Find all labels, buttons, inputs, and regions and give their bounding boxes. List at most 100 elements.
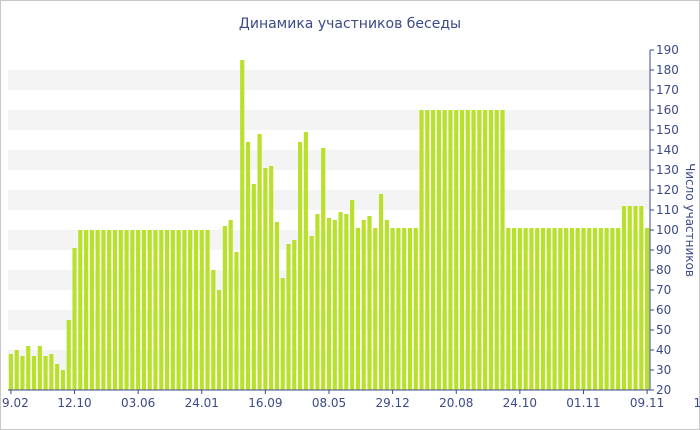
bar[interactable] [361, 220, 366, 390]
bar[interactable] [477, 110, 482, 390]
bar[interactable] [442, 110, 447, 390]
bar[interactable] [286, 244, 291, 390]
bar[interactable] [523, 228, 528, 390]
bar[interactable] [604, 228, 609, 390]
bar[interactable] [639, 206, 644, 390]
bar[interactable] [164, 230, 170, 390]
bar[interactable] [136, 230, 141, 390]
bar[interactable] [517, 228, 522, 390]
bar[interactable] [205, 230, 210, 390]
bar[interactable] [367, 216, 372, 390]
bar[interactable] [101, 230, 106, 390]
bar[interactable] [546, 228, 551, 390]
bar[interactable] [529, 228, 534, 390]
bar[interactable] [569, 228, 574, 390]
bar[interactable] [338, 212, 343, 390]
bar[interactable] [55, 364, 60, 390]
bar[interactable] [564, 228, 569, 390]
bar[interactable] [222, 226, 227, 390]
bar[interactable] [500, 110, 505, 390]
bar[interactable] [581, 228, 586, 390]
bar[interactable] [182, 230, 187, 390]
bar[interactable] [326, 218, 332, 390]
bar[interactable] [552, 228, 557, 390]
bar[interactable] [645, 228, 650, 390]
bar[interactable] [269, 166, 274, 390]
bar[interactable] [471, 110, 476, 390]
bar[interactable] [558, 228, 563, 390]
bar[interactable] [425, 110, 430, 390]
bar[interactable] [396, 228, 401, 390]
bar[interactable] [60, 370, 66, 390]
bar[interactable] [413, 228, 418, 390]
bar[interactable] [459, 110, 465, 390]
bar[interactable] [159, 230, 164, 390]
bar[interactable] [66, 320, 71, 390]
bar[interactable] [147, 230, 152, 390]
bar[interactable] [257, 134, 262, 390]
bar[interactable] [448, 110, 453, 390]
bar[interactable] [240, 60, 245, 390]
bar[interactable] [621, 206, 627, 390]
bar[interactable] [407, 228, 413, 390]
bar[interactable] [20, 356, 25, 390]
bar[interactable] [390, 228, 395, 390]
bar[interactable] [355, 228, 360, 390]
bar[interactable] [43, 356, 48, 390]
bar[interactable] [124, 230, 129, 390]
bar[interactable] [506, 228, 511, 390]
bar[interactable] [454, 110, 459, 390]
bar[interactable] [540, 228, 546, 390]
bar[interactable] [107, 230, 112, 390]
bar[interactable] [228, 220, 233, 390]
bar[interactable] [303, 132, 308, 390]
bar[interactable] [373, 228, 378, 390]
bar[interactable] [616, 228, 621, 390]
bar[interactable] [465, 110, 470, 390]
bar[interactable] [419, 110, 424, 390]
bar[interactable] [217, 290, 222, 390]
bar[interactable] [309, 236, 314, 390]
bar[interactable] [176, 230, 181, 390]
bar[interactable] [130, 230, 135, 390]
bar[interactable] [610, 228, 615, 390]
bar[interactable] [245, 142, 251, 390]
bar[interactable] [251, 184, 256, 390]
bar[interactable] [494, 110, 499, 390]
bar[interactable] [8, 354, 13, 390]
bar[interactable] [384, 220, 389, 390]
bar[interactable] [321, 148, 326, 390]
bar[interactable] [89, 230, 94, 390]
bar[interactable] [188, 230, 193, 390]
bar[interactable] [72, 248, 77, 390]
bar[interactable] [274, 222, 280, 390]
bar[interactable] [488, 110, 494, 390]
bar[interactable] [49, 354, 54, 390]
bar[interactable] [199, 230, 204, 390]
bar[interactable] [598, 228, 603, 390]
bar[interactable] [402, 228, 407, 390]
bar[interactable] [118, 230, 123, 390]
bar[interactable] [575, 228, 580, 390]
bar[interactable] [483, 110, 488, 390]
bar[interactable] [37, 346, 42, 390]
bar[interactable] [263, 168, 268, 390]
bar[interactable] [292, 240, 297, 390]
bar[interactable] [234, 252, 239, 390]
bar[interactable] [84, 230, 89, 390]
bar[interactable] [298, 142, 303, 390]
bar[interactable] [112, 230, 118, 390]
bar[interactable] [193, 230, 199, 390]
bar[interactable] [627, 206, 632, 390]
bar[interactable] [592, 228, 598, 390]
bar[interactable] [26, 346, 31, 390]
bar[interactable] [14, 350, 19, 390]
bar[interactable] [587, 228, 592, 390]
bar[interactable] [315, 214, 320, 390]
bar[interactable] [78, 230, 83, 390]
bar[interactable] [350, 200, 355, 390]
bar[interactable] [280, 278, 285, 390]
bar[interactable] [431, 110, 436, 390]
bar[interactable] [170, 230, 175, 390]
bar[interactable] [31, 356, 37, 390]
